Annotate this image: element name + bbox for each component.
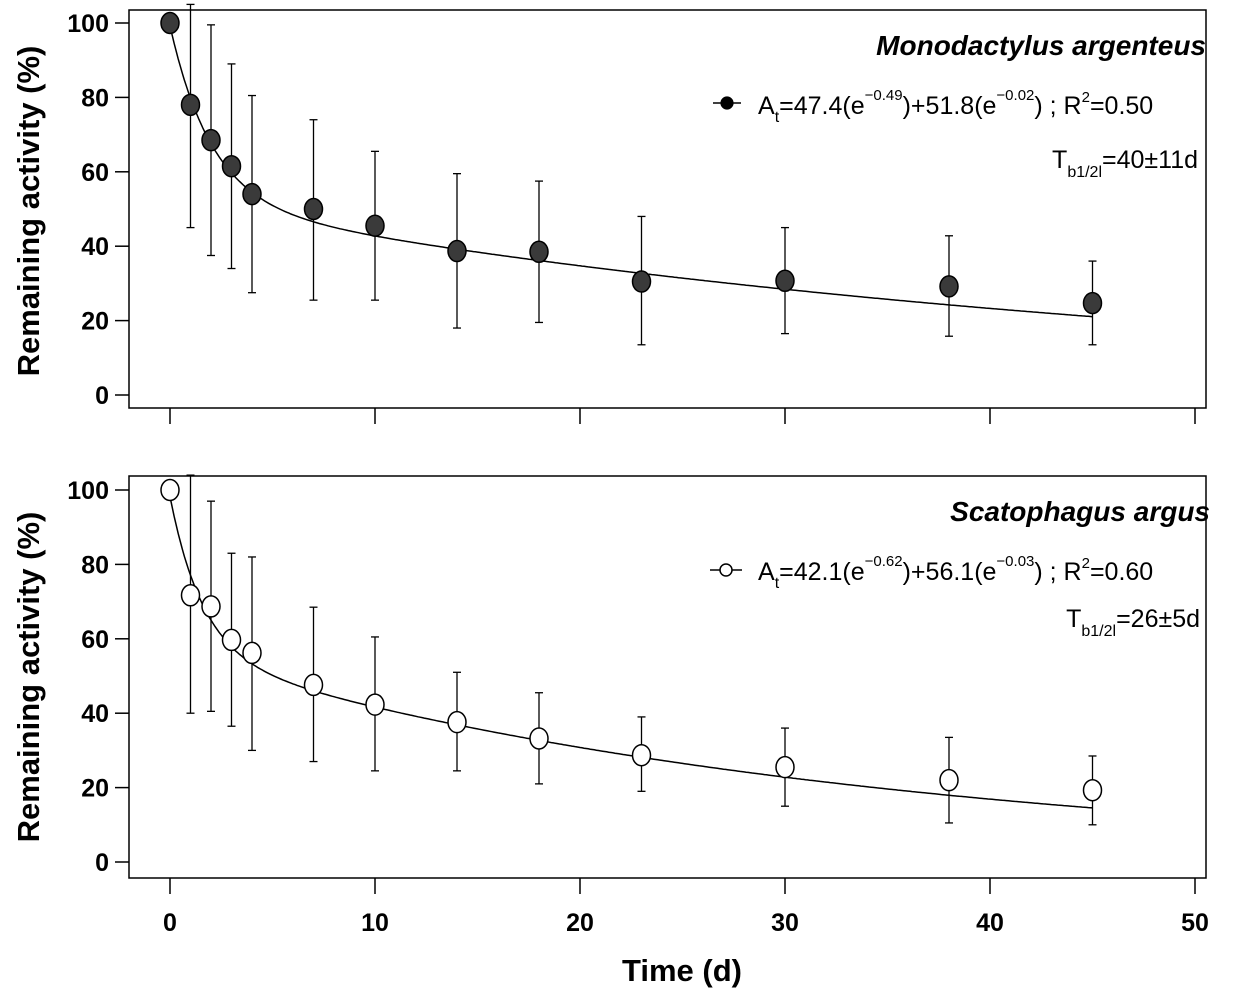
half-life-label: Tb1/2l=40±11d [1052, 146, 1198, 181]
fit-curve-top [169, 25, 1093, 318]
data-point [447, 239, 467, 263]
x-tick-label: 20 [566, 909, 594, 937]
half-life-label: Tb1/2l=26±5d [1066, 605, 1200, 640]
x-tick-label: 40 [976, 909, 1004, 937]
data-point [221, 154, 242, 178]
data-point [201, 128, 221, 152]
y-tick-label: 60 [81, 159, 109, 187]
data-point [160, 11, 180, 35]
x-axis-title: Time (d) [622, 953, 742, 988]
panel-scatophagus: 0 20 40 60 80 100 0 10 20 30 40 50 Remaining activi… [11, 474, 1210, 988]
data-point [365, 693, 385, 716]
data-point [529, 240, 549, 264]
fit-equation: At=47.4(e−0.49)+51.8(e−0.02) ; R2=0.50 [758, 87, 1153, 126]
y-axis-title: Remaining activity (%) [11, 46, 46, 377]
y-tick-label: 0 [95, 382, 109, 410]
data-point [221, 628, 242, 652]
y-tick-label: 80 [81, 84, 109, 112]
fit-curve-bottom [169, 496, 1093, 809]
points-bottom [160, 478, 1103, 802]
y-tick-label: 60 [81, 626, 109, 654]
x-tick-label: 30 [771, 909, 799, 937]
y-tick-label: 40 [81, 233, 109, 261]
fit-equation: At=42.1(e−0.62)+56.1(e−0.03) ; R2=0.60 [758, 553, 1153, 592]
y-tick-label: 100 [67, 477, 109, 505]
data-point [631, 743, 652, 767]
data-point [242, 182, 262, 206]
legend-marker [720, 96, 734, 110]
data-point [939, 768, 959, 792]
data-point [775, 755, 795, 779]
y-tick-label: 100 [67, 10, 109, 38]
axes-bottom: 0 20 40 60 80 100 0 10 20 30 40 50 [67, 477, 1209, 937]
errorbars-bottom [186, 474, 1097, 826]
plot-frame [128, 475, 1207, 879]
species-label: Scatophagus argus [950, 496, 1210, 527]
data-point [201, 595, 221, 618]
species-label: Monodactylus argenteus [876, 30, 1206, 61]
data-point [775, 269, 795, 293]
data-point [180, 93, 201, 117]
data-point [160, 478, 180, 502]
data-point [631, 270, 652, 293]
data-point [447, 710, 467, 734]
data-point [939, 275, 959, 298]
legend-marker [719, 563, 733, 577]
data-point [1082, 291, 1103, 315]
legend: At=42.1(e−0.62)+56.1(e−0.03) ; R2=0.60 T… [710, 553, 1200, 640]
y-tick-label: 20 [81, 308, 109, 336]
axes-top: 0 20 40 60 80 100 [67, 10, 1196, 424]
x-tick-label: 0 [163, 909, 177, 937]
y-tick-label: 80 [81, 551, 109, 579]
y-tick-label: 20 [81, 775, 109, 803]
y-axis-title: Remaining activity (%) [11, 512, 46, 843]
data-point [529, 727, 549, 750]
data-point [180, 584, 201, 607]
legend: At=47.4(e−0.49)+51.8(e−0.02) ; R2=0.50 T… [713, 87, 1198, 181]
x-tick-label: 50 [1181, 909, 1209, 937]
data-point [365, 214, 385, 237]
data-point [303, 197, 324, 221]
data-point [1082, 778, 1103, 802]
y-tick-label: 40 [81, 700, 109, 728]
y-tick-label: 0 [95, 849, 109, 877]
points-top [160, 11, 1103, 315]
x-tick-label: 10 [361, 909, 389, 937]
data-point [242, 641, 262, 665]
plot-frame [128, 9, 1207, 409]
panel-monodactylus: 0 20 40 60 80 100 Remaining activity (%) Mono… [11, 3, 1207, 424]
data-point [303, 673, 324, 697]
